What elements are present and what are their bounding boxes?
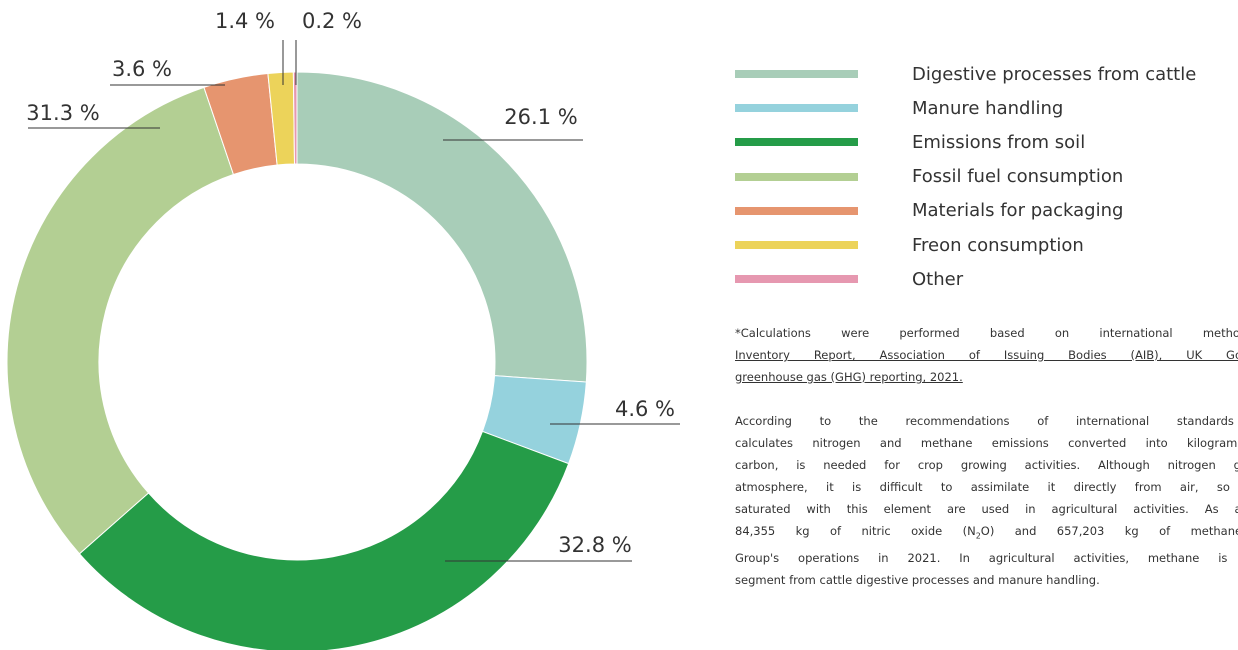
- legend-label: Digestive processes from cattle: [912, 63, 1197, 85]
- legend-label: Fossil fuel consumption: [912, 166, 1124, 188]
- text: 84,355 kg of nitric oxide (N: [735, 524, 976, 538]
- legend-label: Freon consumption: [912, 234, 1084, 256]
- paragraph-line: According to the recommendations of inte…: [735, 414, 1238, 428]
- slice: [78, 430, 570, 650]
- legend-swatch: [735, 70, 858, 79]
- legend: Digestive processes from cattle Manure ha…: [735, 57, 1196, 296]
- chart: 26.1 % 4.6 % 32.8 % 31.3 % 3.6 % 1.4 % 0.2 %: [6, 9, 680, 650]
- legend-swatch: [735, 275, 858, 284]
- paragraph-line: saturated with this element are used in …: [735, 502, 1238, 516]
- legend-item: Other: [735, 262, 1196, 296]
- legend-label: Other: [912, 268, 964, 290]
- footnote: *Calculations were performed based on in…: [735, 322, 1238, 388]
- legend-swatch: [735, 206, 858, 215]
- legend-item: Digestive processes from cattle: [735, 57, 1196, 91]
- data-label: 32.8 %: [558, 533, 631, 557]
- slice: [292, 71, 298, 165]
- footnote-line: *Calculations were performed based on in…: [735, 326, 1238, 340]
- data-label: 1.4 %: [215, 9, 275, 33]
- data-label: 26.1 %: [504, 105, 577, 129]
- legend-swatch: [735, 138, 858, 147]
- legend-item: Materials for packaging: [735, 194, 1196, 228]
- legend-item: Manure handling: [735, 91, 1196, 125]
- notes: *Calculations were performed based on in…: [735, 322, 1238, 591]
- legend-item: Freon consumption: [735, 228, 1196, 262]
- legend-swatch: [735, 172, 858, 181]
- slice: [6, 86, 235, 555]
- paragraph-line: 84,355 kg of nitric oxide (N2O) and 657,…: [735, 520, 1238, 547]
- subscript: 2: [975, 531, 981, 541]
- paragraph-line: Group's operations in 2021. In agricultu…: [735, 551, 1238, 566]
- legend-swatch: [735, 104, 858, 113]
- legend-item: Fossil fuel consumption: [735, 160, 1196, 194]
- legend-label: Emissions from soil: [912, 131, 1086, 153]
- legend-label: Manure handling: [912, 97, 1064, 119]
- footnote-line: greenhouse gas (GHG) reporting, 2021.: [735, 370, 963, 384]
- legend-swatch: [735, 241, 858, 250]
- text: O) and 657,203 kg of methane (C: [980, 524, 1238, 538]
- paragraph-line: carbon, is needed for crop growing activ…: [735, 458, 1238, 472]
- footnote-line: Inventory Report, Association of Issuing…: [735, 348, 1238, 362]
- data-label: 3.6 %: [112, 57, 172, 81]
- legend-label: Materials for packaging: [912, 200, 1124, 222]
- paragraph-line: segment from cattle digestive processes …: [735, 573, 1100, 588]
- slice: [296, 71, 588, 383]
- paragraph-line: atmosphere, it is difficult to assimilat…: [735, 480, 1238, 494]
- data-label: 31.3 %: [26, 101, 99, 125]
- legend-item: Emissions from soil: [735, 125, 1196, 159]
- data-label: 0.2 %: [302, 9, 362, 33]
- paragraph-line: calculates nitrogen and methane emission…: [735, 436, 1238, 450]
- data-label: 4.6 %: [615, 397, 675, 421]
- paragraph: According to the recommendations of inte…: [735, 410, 1238, 591]
